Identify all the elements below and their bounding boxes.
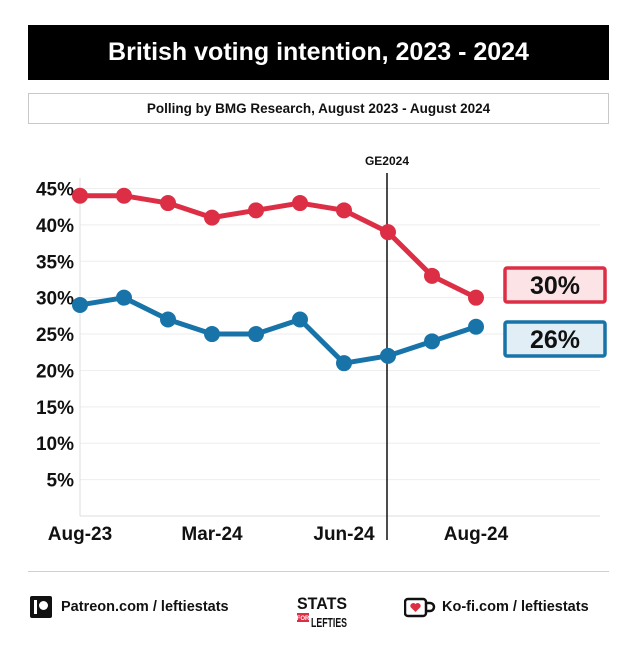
data-point — [116, 187, 132, 204]
chart-title: British voting intention, 2023 - 2024 — [28, 25, 609, 80]
data-point — [424, 333, 440, 350]
logo-mid-text: FOR — [297, 616, 310, 622]
x-tick-label: Jun-24 — [313, 524, 375, 545]
end-label-box — [503, 320, 607, 358]
stats-for-lefties-logo: STATS FOR LEFTIES — [297, 594, 348, 630]
y-tick-label: 5% — [47, 471, 75, 492]
data-point — [204, 326, 220, 343]
patreon-text: Patreon.com / leftiestats — [61, 599, 229, 615]
end-label-text: 26% — [530, 326, 580, 354]
data-point — [336, 355, 352, 372]
data-point — [468, 289, 484, 306]
data-point — [204, 209, 220, 226]
end-label-text: 30% — [530, 272, 580, 300]
kofi-link[interactable]: Ko-fi.com / leftiestats — [404, 596, 589, 618]
y-tick-label: 25% — [36, 325, 74, 346]
data-point — [424, 267, 440, 284]
patreon-icon — [30, 596, 52, 618]
patreon-link[interactable]: Patreon.com / leftiestats — [30, 596, 229, 618]
data-point — [380, 224, 396, 241]
data-point — [248, 202, 264, 219]
ge2024-marker: GE2024 — [365, 154, 409, 540]
y-tick-label: 10% — [36, 434, 74, 455]
footer-divider — [28, 571, 609, 572]
data-point — [336, 202, 352, 219]
x-tick-label: Aug-23 — [48, 524, 112, 545]
y-tick-label: 45% — [36, 180, 74, 201]
data-point — [72, 187, 88, 204]
ge2024-label: GE2024 — [365, 154, 409, 168]
end-label-box — [503, 266, 607, 304]
data-point — [116, 289, 132, 306]
x-tick-label: Mar-24 — [181, 524, 243, 545]
y-tick-label: 20% — [36, 361, 74, 382]
y-tick-label: 35% — [36, 252, 74, 273]
kofi-text: Ko-fi.com / leftiestats — [442, 599, 589, 615]
data-point — [160, 311, 176, 328]
logo-bottom-text: LEFTIES — [311, 615, 347, 630]
y-tick-label: 15% — [36, 398, 74, 419]
line-chart: 45% 40% 35% 30% 25% 20% 15% 10% 5% Aug-23 Mar-24 J… — [36, 154, 607, 545]
series-lines — [72, 187, 484, 372]
data-point — [292, 195, 308, 212]
kofi-cup-icon — [404, 597, 436, 618]
series-line — [79, 295, 477, 366]
y-axis-tick-labels: 45% 40% 35% 30% 25% 20% 15% 10% 5% — [36, 180, 74, 492]
logo-top-text: STATS — [297, 594, 347, 613]
y-tick-label: 40% — [36, 216, 74, 237]
chart-subtitle: Polling by BMG Research, August 2023 - A… — [28, 93, 609, 124]
gridlines — [79, 178, 600, 517]
data-point — [160, 195, 176, 212]
data-point — [72, 296, 88, 313]
data-point — [292, 311, 308, 328]
y-tick-label: 30% — [36, 289, 74, 310]
series-line — [80, 193, 478, 300]
end-labels: 30% 26% — [503, 266, 607, 358]
data-point — [380, 347, 396, 364]
x-tick-label: Aug-24 — [444, 524, 509, 545]
data-point — [468, 318, 484, 335]
x-axis-tick-labels: Aug-23 Mar-24 Jun-24 Aug-24 — [48, 524, 509, 545]
data-point — [248, 326, 264, 343]
